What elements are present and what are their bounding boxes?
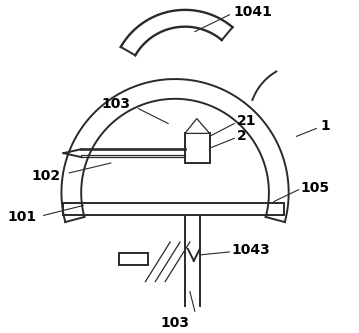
Text: 103: 103 — [160, 316, 190, 330]
Text: 105: 105 — [300, 181, 330, 195]
Text: 2: 2 — [237, 129, 247, 143]
Text: 1041: 1041 — [233, 5, 272, 19]
Polygon shape — [185, 119, 210, 134]
Text: 101: 101 — [7, 210, 36, 224]
Text: 103: 103 — [101, 97, 130, 111]
Text: 21: 21 — [237, 114, 257, 128]
Polygon shape — [64, 202, 284, 215]
Polygon shape — [185, 134, 210, 163]
Text: 102: 102 — [32, 169, 61, 183]
Polygon shape — [119, 253, 148, 265]
Text: 1043: 1043 — [231, 243, 270, 257]
Text: 1: 1 — [320, 120, 330, 134]
